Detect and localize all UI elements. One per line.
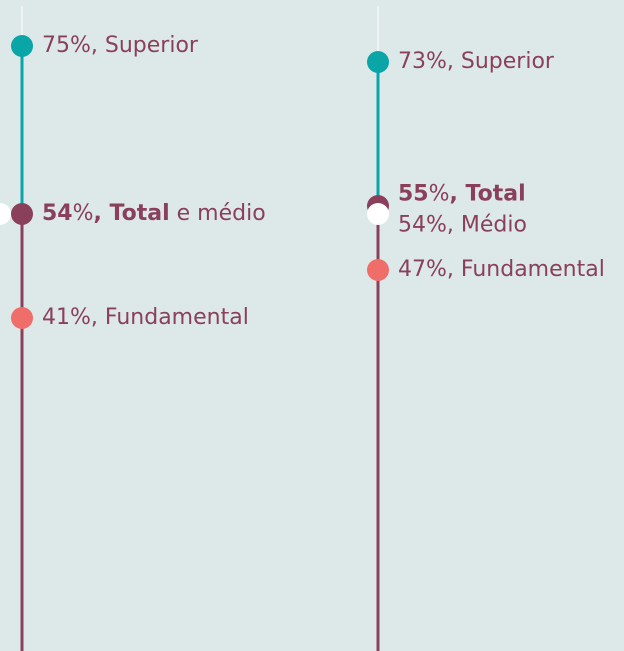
label-part: 41% (42, 305, 91, 330)
dot-label: 47%, Fundamental (398, 257, 605, 282)
label-part: , Total (94, 201, 170, 226)
dot (11, 307, 33, 329)
label-part: , Médio (447, 213, 527, 238)
label-part: 54% (398, 213, 447, 238)
dot-label: 54%, Médio (398, 213, 527, 238)
label-part: 47% (398, 257, 447, 282)
label-part: , Fundamental (447, 257, 605, 282)
dot (367, 51, 389, 73)
dot (367, 203, 389, 225)
dot-label: 73%, Superior (398, 49, 555, 74)
label-part: % (429, 182, 450, 207)
label-part: % (73, 201, 94, 226)
label-part: 55 (398, 182, 429, 207)
dot (11, 203, 33, 225)
label-part: 73% (398, 49, 447, 74)
label-part: e médio (170, 201, 266, 226)
dot (367, 259, 389, 281)
label-part: , Fundamental (91, 305, 249, 330)
dot-label: 55%, Total (398, 182, 526, 207)
dot-label: 54%, Total e médio (42, 201, 266, 226)
label-part: , Superior (447, 49, 555, 74)
label-part: 54 (42, 201, 73, 226)
label-part: , Total (450, 182, 526, 207)
dot-label: 41%, Fundamental (42, 305, 249, 330)
dot-label: 75%, Superior (42, 33, 199, 58)
label-part: 75% (42, 33, 91, 58)
dot (11, 35, 33, 57)
label-part: , Superior (91, 33, 199, 58)
dot (0, 203, 11, 225)
